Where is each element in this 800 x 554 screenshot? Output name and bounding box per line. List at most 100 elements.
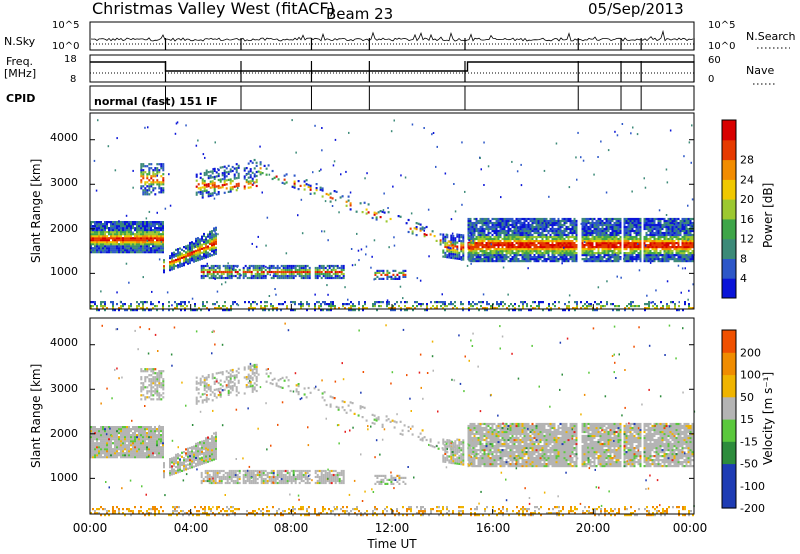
power-cell — [593, 248, 596, 251]
power-cell — [541, 244, 544, 247]
power-cell — [606, 303, 608, 306]
power-cell — [541, 242, 544, 245]
power-cell — [265, 167, 268, 170]
power-cell — [252, 276, 255, 280]
power-cell — [589, 231, 592, 235]
power-cell — [493, 237, 496, 241]
power-cell — [124, 221, 126, 224]
power-cell — [402, 271, 405, 274]
power-cell — [193, 256, 195, 259]
power-cell — [233, 175, 236, 178]
power-cell — [321, 189, 324, 192]
power-cell — [234, 264, 237, 268]
velocity-cell — [90, 448, 92, 451]
velocity-cell — [96, 434, 98, 437]
power-cell — [316, 276, 319, 280]
power-cell — [666, 307, 668, 310]
power-cell — [254, 307, 256, 310]
power-cell — [205, 250, 207, 253]
power-cell — [677, 225, 680, 229]
power-cell — [288, 270, 291, 274]
power-cell — [458, 233, 461, 236]
power-cell — [649, 225, 652, 229]
power-cell — [523, 248, 526, 251]
power-cell — [541, 256, 544, 259]
power-cell — [205, 236, 207, 239]
power-cell — [563, 240, 566, 243]
power-cell — [412, 305, 414, 308]
power-noise-cell — [632, 126, 634, 129]
power-cell — [498, 305, 500, 308]
velocity-cell — [96, 436, 98, 439]
power-cell — [114, 237, 116, 240]
power-cell — [655, 254, 658, 257]
power-cell — [390, 275, 393, 278]
power-cell — [527, 254, 530, 257]
power-cell — [375, 212, 378, 215]
power-cell — [306, 303, 308, 306]
power-noise-cell — [520, 163, 522, 166]
power-cell — [462, 240, 465, 243]
power-cell — [316, 274, 319, 278]
power-cell — [150, 231, 152, 234]
power-cell — [202, 303, 204, 306]
power-cell — [645, 219, 648, 223]
power-cell — [604, 305, 606, 308]
power-cell — [230, 266, 233, 270]
power-cell — [342, 264, 345, 268]
power-cell — [679, 254, 682, 257]
power-cell — [114, 241, 116, 244]
power-cell — [144, 251, 146, 254]
power-cell — [685, 248, 688, 251]
power-cell — [217, 186, 220, 190]
power-cell — [583, 231, 586, 235]
power-cell — [130, 247, 132, 250]
power-cell — [222, 264, 225, 268]
power-cell — [609, 223, 612, 227]
power-cell — [215, 252, 217, 255]
power-noise-cell — [231, 268, 234, 271]
power-cell — [207, 183, 210, 186]
power-cell — [158, 249, 160, 252]
power-cell — [177, 260, 179, 263]
power-cell — [144, 249, 146, 252]
power-cell — [467, 221, 470, 225]
power-cell — [663, 235, 666, 239]
power-cell — [567, 242, 570, 245]
power-noise-cell — [658, 209, 661, 212]
power-cell — [619, 219, 622, 223]
power-cell — [589, 229, 592, 233]
power-cell — [309, 188, 312, 191]
power-cell — [213, 233, 215, 236]
power-cell — [677, 237, 680, 241]
power-cell — [339, 196, 342, 199]
power-cell — [609, 221, 612, 225]
velocity-cell — [96, 448, 98, 451]
power-colorbar-segment-5 — [722, 179, 736, 200]
power-cell — [501, 229, 504, 233]
power-cell — [535, 225, 538, 229]
power-cell — [683, 233, 686, 237]
power-cell — [124, 229, 126, 232]
power-cell — [90, 237, 92, 240]
power-cell — [571, 231, 574, 235]
power-cell — [322, 266, 325, 270]
velocity-cell — [108, 446, 110, 449]
power-cell — [689, 225, 692, 229]
power-cell — [98, 221, 100, 224]
power-cell — [290, 264, 293, 268]
power-noise-cell — [669, 129, 672, 132]
power-cell — [559, 227, 562, 231]
power-cell — [651, 260, 654, 263]
power-cell — [583, 248, 586, 251]
power-cell — [260, 276, 263, 280]
power-cell — [336, 274, 339, 278]
power-cell — [557, 227, 560, 231]
power-cell — [659, 250, 662, 253]
power-cell — [225, 187, 228, 190]
power-cell — [629, 237, 632, 241]
power-cell — [475, 254, 478, 257]
power-cell — [183, 246, 185, 249]
power-cell — [529, 244, 532, 247]
power-cell — [497, 237, 500, 241]
